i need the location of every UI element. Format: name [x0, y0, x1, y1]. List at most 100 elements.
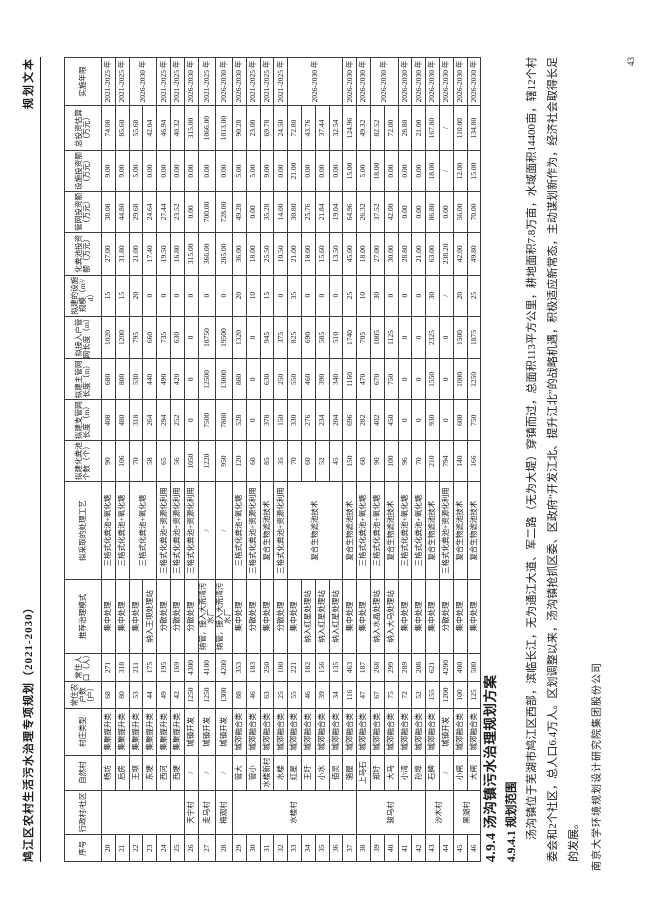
households-cell: 1250: [184, 681, 199, 709]
treatment-mode-cell: 集中处理: [453, 579, 467, 654]
facility-investment-cell: 5.00: [356, 150, 371, 192]
pipe-investment-cell: 0.00: [411, 191, 426, 233]
table-row: 31 水楼新村 城郊融合类 63 250 集中处理 复合生物滤池技术 85 378 630 945 1…: [260, 57, 274, 862]
branch-pipe-length-cell: 402: [370, 399, 385, 441]
households-cell: 100: [453, 681, 467, 709]
treatment-mode-cell: 纳入红星处理站: [329, 579, 343, 654]
facility-investment-cell: 18.00: [425, 150, 440, 192]
branch-pipe-length-cell: 696: [342, 399, 357, 441]
main-pipe-length-cell: 0: [398, 358, 412, 400]
village-type-cell: 城郊融合类: [232, 708, 247, 756]
treatment-process-cell: 三格式化粪池+资源化利用: [439, 481, 454, 580]
facility-investment-cell: 18.00: [370, 150, 385, 192]
implementation-period-cell: 2026-2030 年: [398, 57, 412, 106]
septic-investment-cell: 30.00: [384, 232, 399, 276]
village-type-cell: 城郊融合类: [453, 708, 467, 756]
septic-investment-cell: 18.00: [246, 232, 261, 276]
household-pipe-length-cell: 630: [170, 316, 185, 359]
total-investment-cell: 46.94: [156, 105, 171, 151]
subsection-heading: 4.9.4.1 规划范围: [506, 781, 518, 863]
septic-investment-cell: 27.00: [101, 232, 116, 276]
natural-village-cell: 水楼新村: [260, 755, 274, 791]
branch-pipe-length-cell: 294: [156, 399, 171, 441]
treatment-mode-cell: 纳入王坝处理站: [142, 579, 157, 654]
pipe-investment-cell: 35.28: [260, 191, 274, 233]
pipe-investment-cell: 29.68: [129, 191, 143, 233]
population-cell: 183: [246, 653, 261, 682]
household-pipe-length-cell: 1020: [101, 316, 116, 359]
natural-village-cell: 上马石: [356, 755, 371, 791]
facility-scale-cell: 0: [215, 275, 233, 317]
main-pipe-length-cell: 550: [287, 358, 302, 400]
total-investment-cell: 69.78: [260, 105, 274, 151]
natural-village-cell: /: [198, 755, 216, 791]
implementation-period-cell: 2026-2030 年: [370, 57, 399, 106]
population-cell: 175: [142, 653, 157, 682]
table-row: 23 东埂 集聚提升类 44 175 纳入王坝处理站 58 264 440 660 0 17.40 24…: [142, 58, 157, 862]
total-investment-cell: 110.00: [453, 105, 467, 151]
treatment-mode-cell: 集中处理: [411, 579, 426, 654]
facility-scale-cell: 15: [101, 275, 116, 317]
treatment-mode-cell: 集中处理: [425, 579, 440, 654]
branch-pipe-length-cell: 7500: [198, 399, 216, 441]
village-type-cell: 城郊融合类: [384, 708, 399, 756]
implementation-period-cell: 2026-2030 年: [439, 57, 454, 106]
natural-village-cell: 王圩: [301, 755, 316, 791]
table-row: 20 杨坊 集聚提升类 68 271 集中处理 三格式化粪池+氧化塘 90 408 680 1020…: [101, 57, 185, 862]
population-cell: 221: [287, 653, 302, 682]
facility-investment-cell: 9.00: [115, 150, 130, 192]
household-pipe-length-cell: 0: [246, 316, 261, 359]
households-cell: 39: [315, 681, 330, 709]
population-cell: 4200: [439, 653, 454, 682]
main-pipe-length-cell: 630: [260, 358, 274, 400]
facility-scale-cell: 15: [260, 275, 274, 317]
implementation-period-cell: 2021-2025 年: [101, 57, 116, 106]
table-row: 21 后房 集聚提升类 80 318 集中处理 三格式化粪池+氧化塘 106 480 800 120…: [115, 57, 130, 862]
natural-village-cell: 杨坊: [101, 755, 116, 791]
households-cell: 1200: [439, 681, 454, 709]
septic-investment-cell: 238.20: [439, 232, 454, 276]
facility-investment-cell: 0.00: [301, 150, 316, 192]
natural-village-cell: 小闸: [453, 755, 467, 791]
septic-investment-cell: 36.00: [232, 232, 247, 276]
households-cell: 49: [156, 681, 171, 709]
treatment-process-cell: 三格式化粪池+资源化利用: [273, 481, 288, 580]
treatment-process-cell: /: [215, 481, 233, 580]
total-investment-cell: 134.80: [467, 105, 481, 151]
implementation-period-cell: 2026-2030 年: [453, 57, 467, 106]
main-pipe-length-cell: 250: [273, 358, 288, 400]
septic-tank-count-cell: 65: [156, 440, 171, 482]
table-row: 32 水楼 城郊融合类 25 100 分散处理 三格式化粪池+资源化利用 35 150 250 37…: [273, 57, 288, 862]
treatment-process-cell: 三格式化粪池+氧化塘: [232, 481, 247, 580]
household-pipe-length-cell: 690: [301, 316, 316, 359]
serial-number-cell: 27: [198, 834, 216, 862]
natural-village-cell: 东埂: [142, 755, 157, 791]
pipe-investment-cell: 21.84: [315, 191, 330, 233]
households-cell: 63: [260, 681, 274, 709]
total-investment-cell: 82.52: [370, 105, 385, 151]
households-cell: 47: [356, 681, 371, 709]
population-cell: 621: [425, 653, 440, 682]
facility-investment-cell: 0.00: [384, 150, 399, 192]
septic-tank-count-cell: 210: [425, 440, 440, 482]
household-pipe-length-cell: 1740: [342, 316, 357, 359]
septic-tank-count-cell: 1050: [184, 440, 199, 482]
facility-scale-cell: 0: [170, 275, 185, 317]
population-cell: 4200: [215, 653, 233, 682]
village-type-cell: 集聚提升类: [142, 708, 157, 756]
column-header: 实施年限: [64, 57, 102, 106]
pipe-investment-cell: 24.64: [142, 191, 157, 233]
treatment-mode-cell: 集中处理: [129, 579, 143, 654]
household-pipe-length-cell: 1500: [453, 316, 467, 359]
pipe-investment-cell: 25.76: [301, 191, 316, 233]
population-cell: 208: [411, 653, 426, 682]
population-cell: 187: [356, 653, 371, 682]
total-investment-cell: 21.00: [411, 105, 426, 151]
population-cell: 250: [260, 653, 274, 682]
column-header: 化粪池投资额（万元）: [64, 232, 102, 276]
branch-pipe-length-cell: 600: [453, 399, 467, 441]
households-cell: 67: [370, 681, 385, 709]
pipe-investment-cell: 14.00: [273, 191, 288, 233]
household-pipe-length-cell: 1005: [370, 316, 385, 359]
